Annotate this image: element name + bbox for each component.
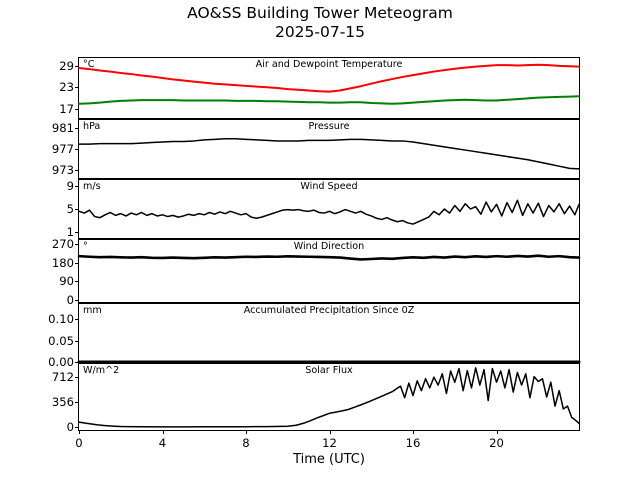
x-tick-label: 8 bbox=[242, 436, 250, 450]
x-tick-mark bbox=[329, 430, 331, 434]
panel-unit-label-temperature: °C bbox=[83, 59, 95, 70]
series-line bbox=[79, 96, 579, 104]
y-tick-label-pressure: 977 bbox=[51, 142, 74, 156]
x-tick-label: 0 bbox=[75, 436, 83, 450]
x-axis-label: Time (UTC) bbox=[293, 452, 365, 467]
series-line bbox=[79, 200, 579, 224]
y-tick-mark bbox=[75, 244, 79, 246]
y-tick-label-precipitation: 0.10 bbox=[48, 312, 74, 327]
x-tick-label: 12 bbox=[322, 436, 337, 450]
y-tick-label-solar_flux: 356 bbox=[51, 395, 74, 410]
y-tick-mark bbox=[75, 87, 79, 89]
panel-solar-flux: W/m^2 Solar Flux 0 356 712 0 4 8 12 16 20 bbox=[52, 363, 580, 450]
panel-unit-label-wind-direction: ° bbox=[83, 241, 88, 252]
y-tick-label-wind_direction: 0 bbox=[66, 292, 74, 307]
y-tick-mark bbox=[75, 185, 79, 187]
y-tick-label-temperature: 23 bbox=[59, 80, 74, 95]
series-line bbox=[79, 368, 579, 427]
y-tick-label-pressure: 973 bbox=[51, 163, 74, 178]
y-tick-mark bbox=[75, 299, 79, 301]
y-tick-label-pressure: 981 bbox=[51, 120, 74, 135]
y-tick-mark bbox=[75, 402, 79, 404]
x-tick-mark bbox=[496, 430, 498, 434]
panel-unit-label-precipitation: mm bbox=[83, 305, 102, 316]
x-tick-mark bbox=[79, 430, 80, 434]
y-tick-mark bbox=[75, 362, 79, 363]
y-tick-mark bbox=[75, 209, 79, 210]
y-tick-label-wind_speed: 5 bbox=[66, 202, 74, 216]
trace-precipitation bbox=[79, 304, 579, 362]
y-tick-label-wind_direction: 270 bbox=[51, 237, 74, 252]
y-tick-mark bbox=[75, 149, 79, 150]
panel-unit-label-pressure: hPa bbox=[83, 121, 101, 132]
panel-temperature: °C Air and Dewpoint Temperature 17 23 29 bbox=[59, 57, 580, 122]
y-tick-mark bbox=[75, 340, 79, 342]
panel-wind-direction: ° Wind Direction 0 90 180 270 bbox=[52, 237, 580, 307]
panel-unit-label-solar-flux: W/m^2 bbox=[83, 365, 120, 376]
trace-wind-speed bbox=[79, 180, 579, 238]
y-tick-mark bbox=[75, 262, 79, 264]
panel-pressure: hPa Pressure 973 977 981 bbox=[52, 119, 580, 182]
figure-title: AO&SS Building Tower Meteogram 2025-07-1… bbox=[0, 4, 640, 42]
y-tick-label-wind_direction: 90 bbox=[59, 274, 74, 289]
y-tick-mark bbox=[75, 319, 79, 321]
y-tick-label-wind_speed: 9 bbox=[66, 178, 74, 193]
series-line bbox=[79, 139, 579, 169]
x-tick-mark bbox=[162, 430, 164, 434]
y-tick-label-precipitation: 0.05 bbox=[48, 333, 74, 348]
series-line bbox=[79, 256, 579, 260]
y-tick-mark bbox=[75, 108, 79, 110]
panel-unit-label-wind-speed: m/s bbox=[83, 181, 101, 192]
x-tick-label: 16 bbox=[405, 436, 421, 450]
y-tick-mark bbox=[75, 281, 79, 283]
y-tick-label-wind_direction: 180 bbox=[51, 255, 74, 270]
trace-temperature bbox=[79, 58, 579, 118]
y-tick-label-solar_flux: 712 bbox=[51, 370, 74, 385]
y-tick-mark bbox=[75, 377, 79, 379]
y-tick-mark bbox=[75, 232, 79, 234]
y-tick-label-temperature: 17 bbox=[59, 101, 74, 116]
y-tick-label-wind_speed: 1 bbox=[66, 225, 74, 240]
x-tick-mark bbox=[413, 430, 415, 434]
y-tick-mark bbox=[75, 170, 79, 172]
panel-precipitation: mm Accumulated Precipitation Since 0Z 0.… bbox=[48, 303, 580, 369]
y-tick-mark bbox=[75, 427, 79, 429]
figure-title-text: AO&SS Building Tower Meteogram 2025-07-1… bbox=[187, 4, 453, 41]
x-tick-label: 4 bbox=[158, 436, 167, 450]
trace-solar-flux bbox=[79, 364, 579, 430]
x-tick-label: 20 bbox=[489, 436, 504, 450]
y-tick-label-precipitation: 0.00 bbox=[48, 355, 74, 369]
trace-pressure bbox=[79, 120, 579, 178]
y-tick-label-temperature: 29 bbox=[59, 58, 74, 73]
x-tick-mark bbox=[246, 430, 247, 434]
trace-wind-direction bbox=[79, 240, 579, 302]
y-tick-mark bbox=[75, 65, 79, 67]
series-line bbox=[79, 65, 579, 92]
y-tick-mark bbox=[75, 127, 79, 129]
y-tick-label-solar_flux: 0 bbox=[66, 420, 74, 435]
